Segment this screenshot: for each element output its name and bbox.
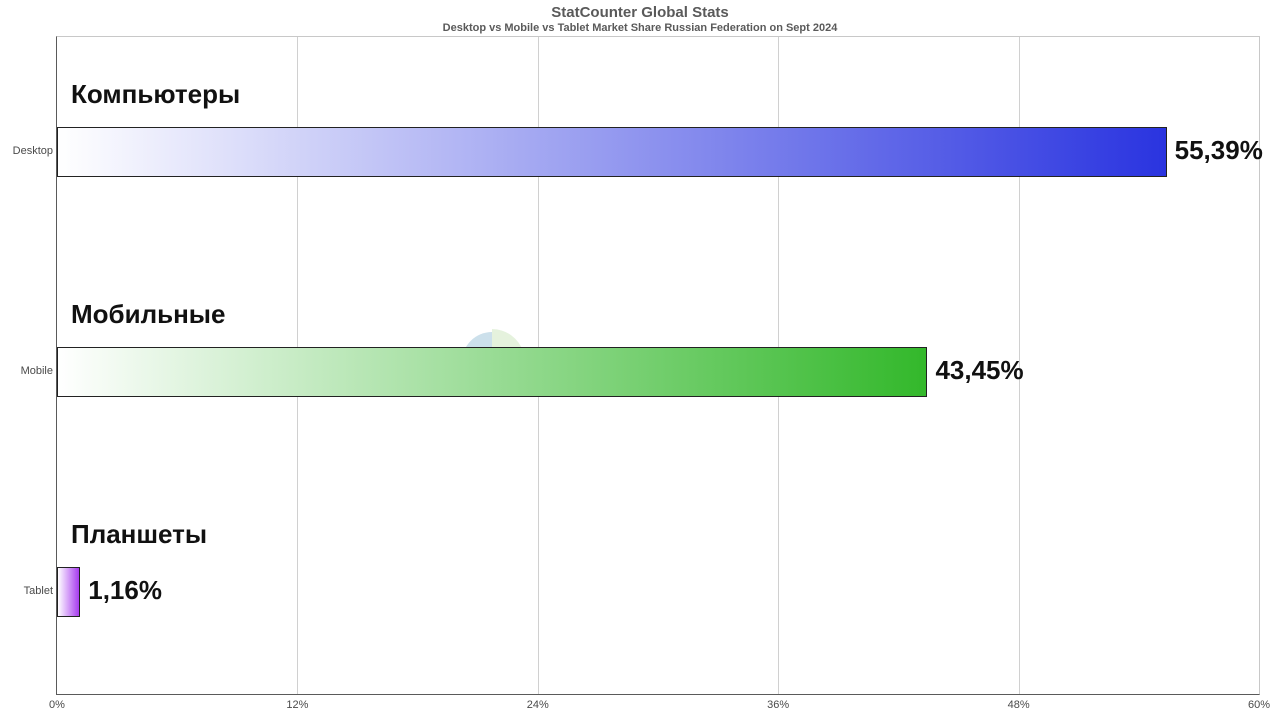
bar-row-desktop: 55,39% [57, 127, 1259, 177]
bar-tablet [57, 567, 80, 617]
x-tick-label: 12% [286, 699, 308, 711]
y-tick-label-tablet: Tablet [7, 585, 53, 597]
series-label-tablet: Планшеты [71, 519, 207, 550]
bar-row-tablet: 1,16% [57, 567, 1259, 617]
y-tick-label-desktop: Desktop [7, 145, 53, 157]
x-tick-label: 24% [527, 699, 549, 711]
bar-desktop [57, 127, 1167, 177]
bar-mobile [57, 347, 927, 397]
bar-row-mobile: 43,45% [57, 347, 1259, 397]
x-tick-label: 48% [1008, 699, 1030, 711]
x-tick-label: 0% [49, 699, 65, 711]
bar-value-tablet: 1,16% [88, 575, 162, 606]
chart-area: statcounter 0%12%24%36%48%60%Компьютеры5… [56, 36, 1260, 695]
plot-area: statcounter 0%12%24%36%48%60%Компьютеры5… [56, 36, 1260, 695]
x-tick-label: 60% [1248, 699, 1270, 711]
page-subtitle: Desktop vs Mobile vs Tablet Market Share… [0, 22, 1280, 34]
series-label-desktop: Компьютеры [71, 79, 240, 110]
y-tick-label-mobile: Mobile [7, 365, 53, 377]
x-tick-label: 36% [767, 699, 789, 711]
series-label-mobile: Мобильные [71, 299, 225, 330]
bar-value-mobile: 43,45% [935, 355, 1023, 386]
bar-value-desktop: 55,39% [1175, 135, 1263, 166]
page-title: StatCounter Global Stats [0, 4, 1280, 21]
